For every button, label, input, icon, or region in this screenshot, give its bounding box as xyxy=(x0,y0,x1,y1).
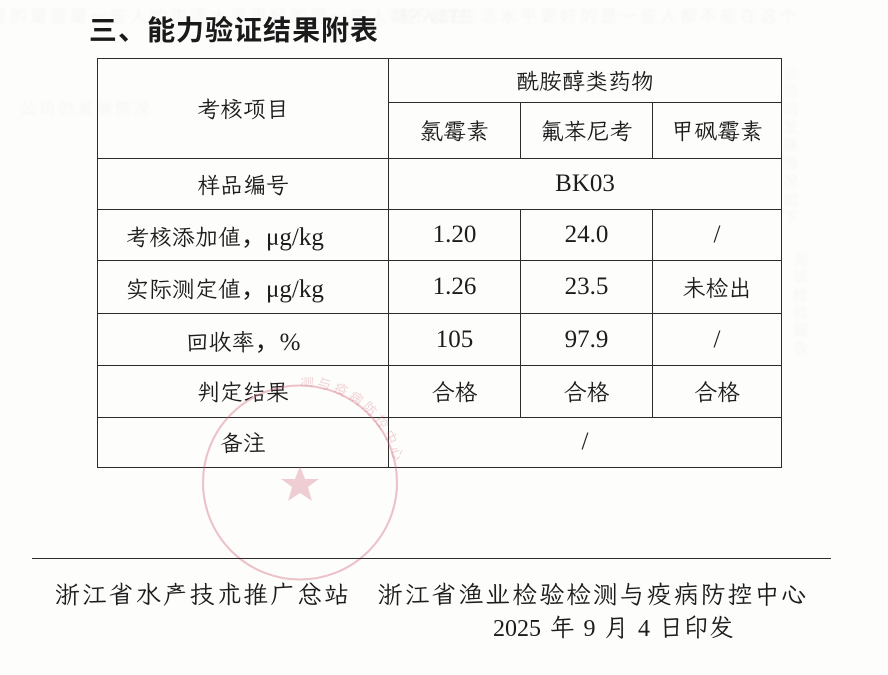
svg-text:浙江省渔业检验检测与疫病防控中心: 浙江省渔业检验检测与疫病防控中心 xyxy=(195,377,405,465)
